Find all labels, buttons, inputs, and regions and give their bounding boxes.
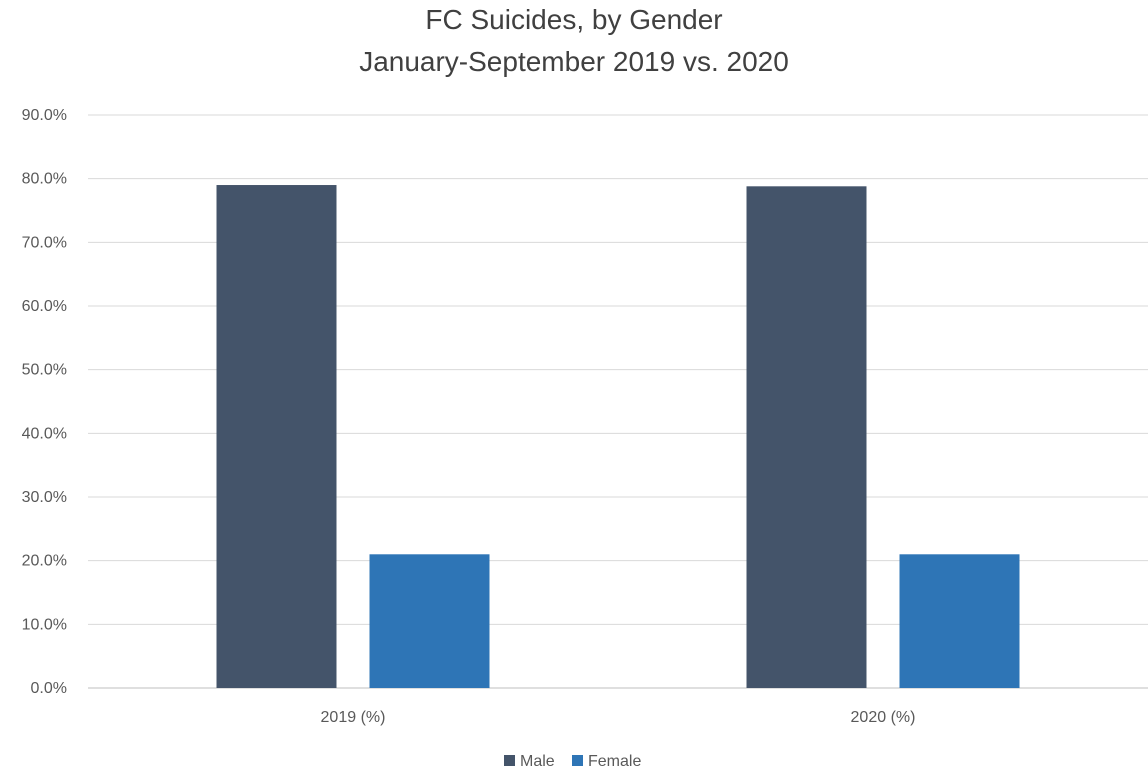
legend-swatch-female <box>572 755 583 766</box>
legend-label-male: Male <box>520 753 555 770</box>
bar-female <box>899 554 1020 688</box>
bar-male <box>216 185 337 689</box>
x-tick-label: 2020 (%) <box>851 709 916 726</box>
chart-title: FC Suicides, by Gender <box>425 4 723 35</box>
y-tick-label: 20.0% <box>22 553 67 570</box>
x-tick-label: 2019 (%) <box>321 709 386 726</box>
legend-label-female: Female <box>588 753 641 770</box>
chart-subtitle: January-September 2019 vs. 2020 <box>359 46 789 77</box>
y-tick-label: 40.0% <box>22 425 67 442</box>
bar-male <box>746 186 867 688</box>
bar-female <box>369 554 490 688</box>
legend-swatch-male <box>504 755 515 766</box>
y-tick-label: 80.0% <box>22 171 67 188</box>
y-tick-label: 10.0% <box>22 616 67 633</box>
y-tick-label: 50.0% <box>22 362 67 379</box>
y-tick-label: 70.0% <box>22 234 67 251</box>
y-tick-label: 60.0% <box>22 298 67 315</box>
y-tick-label: 90.0% <box>22 107 67 124</box>
y-tick-label: 30.0% <box>22 489 67 506</box>
y-tick-label: 0.0% <box>31 680 67 697</box>
